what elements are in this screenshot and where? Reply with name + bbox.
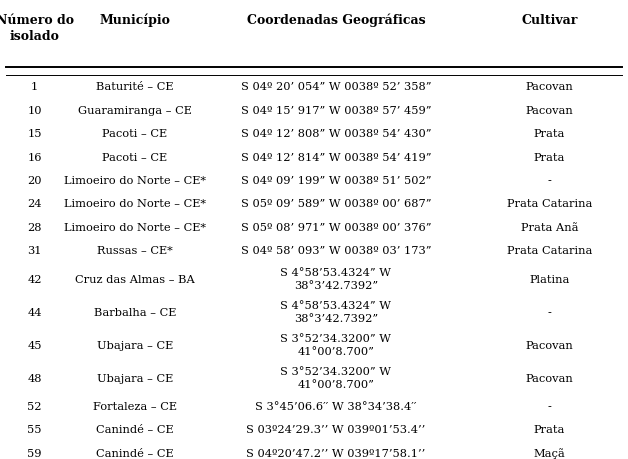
Text: Prata: Prata	[534, 153, 565, 162]
Text: Prata Catarina: Prata Catarina	[507, 200, 592, 209]
Text: 1: 1	[31, 83, 38, 92]
Text: Platina: Platina	[529, 274, 570, 285]
Text: Pacovan: Pacovan	[526, 106, 573, 116]
Text: S 04º 12’ 808” W 0038º 54’ 430”: S 04º 12’ 808” W 0038º 54’ 430”	[241, 129, 431, 139]
Text: -: -	[548, 176, 551, 186]
Text: 55: 55	[27, 425, 42, 435]
Text: Coordenadas Geográficas: Coordenadas Geográficas	[247, 14, 425, 27]
Text: S 3°45’06.6′′ W 38°34’38.4′′: S 3°45’06.6′′ W 38°34’38.4′′	[255, 402, 417, 412]
Text: Russas – CE*: Russas – CE*	[97, 246, 173, 256]
Text: 28: 28	[27, 223, 42, 233]
Text: Guaramiranga – CE: Guaramiranga – CE	[78, 106, 192, 116]
Text: Limoeiro do Norte – CE*: Limoeiro do Norte – CE*	[64, 176, 206, 186]
Text: S 04º 20’ 054” W 0038º 52’ 358”: S 04º 20’ 054” W 0038º 52’ 358”	[241, 83, 431, 92]
Text: Pacoti – CE: Pacoti – CE	[102, 153, 168, 162]
Text: Fortaleza – CE: Fortaleza – CE	[93, 402, 177, 412]
Text: 42: 42	[27, 274, 42, 285]
Text: -: -	[548, 308, 551, 318]
Text: Número do
isolado: Número do isolado	[0, 14, 73, 43]
Text: -: -	[548, 402, 551, 412]
Text: S 04º 12’ 814” W 0038º 54’ 419”: S 04º 12’ 814” W 0038º 54’ 419”	[241, 153, 431, 162]
Text: S 4°58’53.4324” W
38°3’42.7392”: S 4°58’53.4324” W 38°3’42.7392”	[281, 268, 391, 291]
Text: Prata Catarina: Prata Catarina	[507, 246, 592, 256]
Text: Município: Município	[100, 14, 170, 27]
Text: Pacovan: Pacovan	[526, 341, 573, 351]
Text: S 04º 15’ 917” W 0038º 57’ 459”: S 04º 15’ 917” W 0038º 57’ 459”	[241, 106, 431, 116]
Text: 15: 15	[27, 129, 42, 139]
Text: S 05º 09’ 589” W 0038º 00’ 687”: S 05º 09’ 589” W 0038º 00’ 687”	[241, 200, 431, 209]
Text: S 3°52’34.3200” W
41°00’8.700”: S 3°52’34.3200” W 41°00’8.700”	[281, 367, 391, 390]
Text: S 04º20’47.2’’ W 039º17’58.1’’: S 04º20’47.2’’ W 039º17’58.1’’	[246, 449, 426, 459]
Text: 31: 31	[27, 246, 42, 256]
Text: Cruz das Almas – BA: Cruz das Almas – BA	[75, 274, 195, 285]
Text: 52: 52	[27, 402, 42, 412]
Text: 48: 48	[27, 374, 42, 384]
Text: S 05º 08’ 971” W 0038º 00’ 376”: S 05º 08’ 971” W 0038º 00’ 376”	[241, 223, 431, 233]
Text: S 03º24’29.3’’ W 039º01’53.4’’: S 03º24’29.3’’ W 039º01’53.4’’	[246, 425, 426, 435]
Text: Prata: Prata	[534, 129, 565, 139]
Text: S 04º 58’ 093” W 0038º 03’ 173”: S 04º 58’ 093” W 0038º 03’ 173”	[241, 246, 431, 256]
Text: S 4°58’53.4324” W
38°3’42.7392”: S 4°58’53.4324” W 38°3’42.7392”	[281, 301, 391, 324]
Text: Ubajara – CE: Ubajara – CE	[97, 374, 173, 384]
Text: Pacoti – CE: Pacoti – CE	[102, 129, 168, 139]
Text: Cultivar: Cultivar	[521, 14, 578, 27]
Text: Pacovan: Pacovan	[526, 83, 573, 92]
Text: 45: 45	[27, 341, 42, 351]
Text: S 04º 09’ 199” W 0038º 51’ 502”: S 04º 09’ 199” W 0038º 51’ 502”	[241, 176, 431, 186]
Text: Ubajara – CE: Ubajara – CE	[97, 341, 173, 351]
Text: 24: 24	[27, 200, 42, 209]
Text: 59: 59	[27, 449, 42, 459]
Text: 16: 16	[27, 153, 42, 162]
Text: Prata: Prata	[534, 425, 565, 435]
Text: Canindé – CE: Canindé – CE	[96, 449, 174, 459]
Text: Pacovan: Pacovan	[526, 374, 573, 384]
Text: 20: 20	[27, 176, 42, 186]
Text: Canindé – CE: Canindé – CE	[96, 425, 174, 435]
Text: Prata Anã: Prata Anã	[521, 223, 578, 233]
Text: 44: 44	[27, 308, 42, 318]
Text: Baturité – CE: Baturité – CE	[96, 83, 174, 92]
Text: Limoeiro do Norte – CE*: Limoeiro do Norte – CE*	[64, 200, 206, 209]
Text: Barbalha – CE: Barbalha – CE	[94, 308, 176, 318]
Text: S 3°52’34.3200” W
41°00’8.700”: S 3°52’34.3200” W 41°00’8.700”	[281, 334, 391, 357]
Text: Maçã: Maçã	[534, 448, 565, 459]
Text: 10: 10	[27, 106, 42, 116]
Text: Limoeiro do Norte – CE*: Limoeiro do Norte – CE*	[64, 223, 206, 233]
